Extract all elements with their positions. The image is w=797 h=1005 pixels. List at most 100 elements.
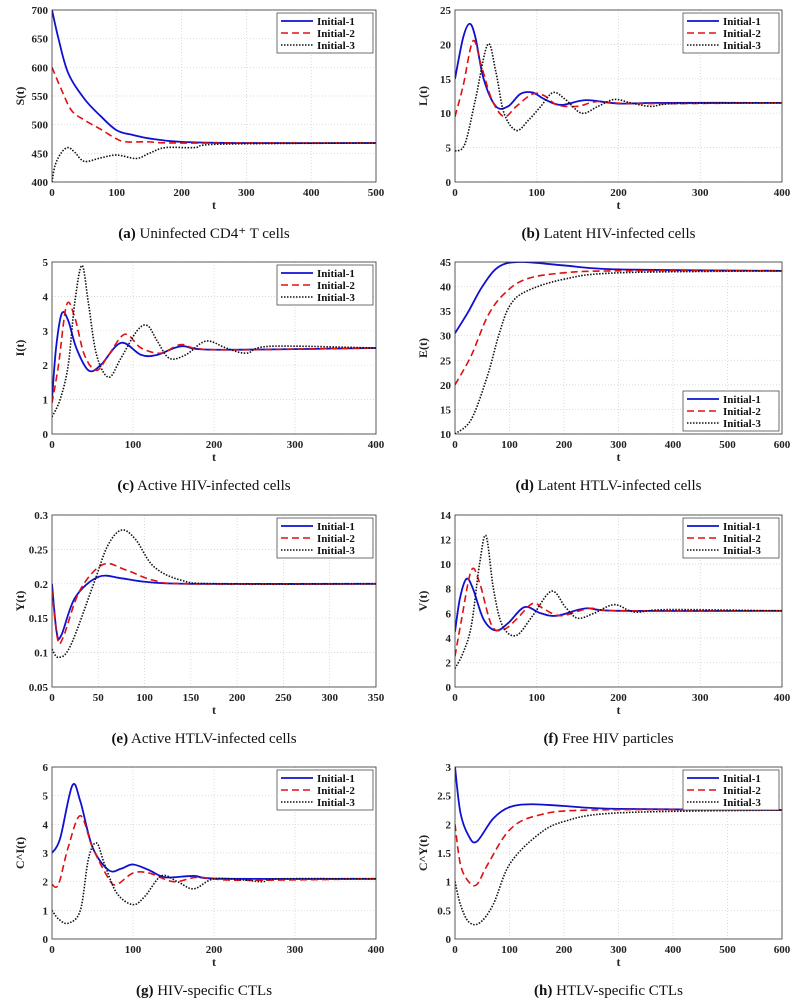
- x-axis-label: t: [212, 703, 216, 717]
- y-tick-label: 14: [440, 510, 452, 522]
- caption: (b) Latent HIV-infected cells: [522, 226, 696, 242]
- x-tick-label: 0: [452, 692, 458, 704]
- caption-label: (f): [543, 731, 558, 747]
- caption-text: HIV-specific CTLs: [157, 983, 272, 999]
- y-tick-label: 0: [43, 934, 49, 946]
- x-tick-label: 0: [452, 439, 458, 451]
- y-tick-label: 10: [440, 108, 452, 120]
- legend-label: Initial-1: [723, 773, 761, 785]
- panel-d: 0 100 200 300 400 500 600 10 15 20 25 30 35 40 45 Initi…: [416, 257, 791, 494]
- caption-label: (h): [534, 983, 552, 999]
- caption: (d) Latent HTLV-infected cells: [516, 478, 702, 494]
- plot-frame: [51, 9, 377, 183]
- plot-frame: [454, 261, 783, 435]
- x-tick-label: 0: [49, 439, 55, 451]
- y-axis-label: C^Y(t): [416, 835, 430, 871]
- x-tick-label: 400: [774, 187, 791, 199]
- y-tick-label: 400: [32, 177, 49, 189]
- y-axis-label: C^I(t): [13, 837, 27, 869]
- caption-label: (d): [516, 478, 534, 494]
- y-tick-label: 2.5: [437, 791, 451, 803]
- y-axis-label: Y(t): [13, 591, 27, 612]
- x-tick-label: 350: [368, 692, 385, 704]
- y-tick-label: 500: [32, 120, 49, 132]
- y-tick-label: 6: [446, 608, 452, 620]
- series-line-initial-2: [52, 301, 376, 404]
- y-axis-label: E(t): [416, 338, 430, 358]
- x-tick-label: 200: [173, 187, 190, 199]
- legend-label: Initial-2: [723, 533, 761, 545]
- series-line-initial-3: [455, 809, 782, 926]
- x-tick-label: 200: [556, 944, 573, 956]
- caption-text: Active HTLV-infected cells: [131, 731, 297, 747]
- legend-label: Initial-2: [317, 785, 355, 797]
- legend-label: Initial-1: [317, 773, 355, 785]
- caption-text: Uninfected CD4⁺ T cells: [140, 226, 290, 242]
- legend-label: Initial-1: [317, 521, 355, 533]
- y-tick-label: 450: [32, 148, 49, 160]
- x-tick-label: 0: [452, 187, 458, 199]
- y-tick-label: 0.3: [34, 510, 48, 522]
- x-tick-label: 0: [49, 692, 55, 704]
- legend-label: Initial-1: [317, 268, 355, 280]
- y-tick-label: 4: [43, 291, 49, 303]
- x-tick-label: 300: [692, 692, 709, 704]
- caption-label: (c): [117, 478, 134, 494]
- y-tick-label: 8: [446, 584, 452, 596]
- y-tick-label: 0.5: [437, 905, 451, 917]
- plot-frame: [51, 514, 377, 688]
- legend-label: Initial-3: [723, 418, 761, 430]
- y-tick-label: 15: [440, 404, 452, 416]
- y-tick-label: 1: [43, 905, 49, 917]
- y-tick-label: 1.5: [437, 848, 451, 860]
- x-tick-label: 200: [206, 944, 223, 956]
- caption: (c) Active HIV-infected cells: [117, 478, 290, 494]
- legend-label: Initial-1: [723, 394, 761, 406]
- legend-label: Initial-2: [317, 280, 355, 292]
- x-tick-label: 300: [238, 187, 255, 199]
- x-tick-label: 100: [501, 944, 518, 956]
- series-line-initial-2: [52, 67, 376, 144]
- y-tick-label: 30: [440, 331, 452, 343]
- y-tick-label: 25: [440, 355, 452, 367]
- y-tick-label: 5: [446, 143, 452, 155]
- x-axis-label: t: [617, 703, 621, 717]
- legend-label: Initial-2: [317, 28, 355, 40]
- legend-label: Initial-3: [723, 797, 761, 809]
- y-tick-label: 0: [446, 177, 452, 189]
- y-tick-label: 0.1: [34, 648, 48, 660]
- y-tick-label: 45: [440, 257, 452, 269]
- x-tick-label: 100: [529, 692, 546, 704]
- x-tick-label: 300: [287, 944, 304, 956]
- x-axis-label: t: [617, 955, 621, 969]
- series-line-initial-1: [455, 767, 782, 844]
- x-tick-label: 200: [206, 439, 223, 451]
- panel-a: 0 100 200 300 400 500 400 450 500 550 600 650 700 Ini…: [13, 5, 385, 242]
- x-tick-label: 500: [719, 439, 736, 451]
- x-tick-label: 300: [610, 439, 627, 451]
- legend-label: Initial-2: [723, 406, 761, 418]
- x-tick-label: 200: [229, 692, 246, 704]
- caption: (a) Uninfected CD4⁺ T cells: [118, 226, 290, 242]
- caption-label: (b): [522, 226, 540, 242]
- x-tick-label: 300: [321, 692, 338, 704]
- series-line-initial-2: [455, 808, 782, 887]
- series-line-initial-2: [52, 814, 376, 889]
- panel-g: 0 100 200 300 400 0 1 2 3 4 5 6 Initial-1Initial-2In…: [13, 762, 385, 999]
- y-tick-label: 0.15: [29, 613, 49, 625]
- caption: (e) Active HTLV-infected cells: [111, 731, 296, 747]
- x-tick-label: 400: [774, 692, 791, 704]
- y-tick-label: 0: [446, 682, 452, 694]
- plot-frame: [51, 766, 377, 940]
- series-line-initial-3: [52, 142, 376, 182]
- x-tick-label: 400: [665, 944, 682, 956]
- caption: (f) Free HIV particles: [543, 731, 673, 747]
- series-line-initial-2: [455, 269, 782, 386]
- y-tick-label: 25: [440, 5, 452, 17]
- x-tick-label: 300: [692, 187, 709, 199]
- y-tick-label: 0.05: [29, 682, 49, 694]
